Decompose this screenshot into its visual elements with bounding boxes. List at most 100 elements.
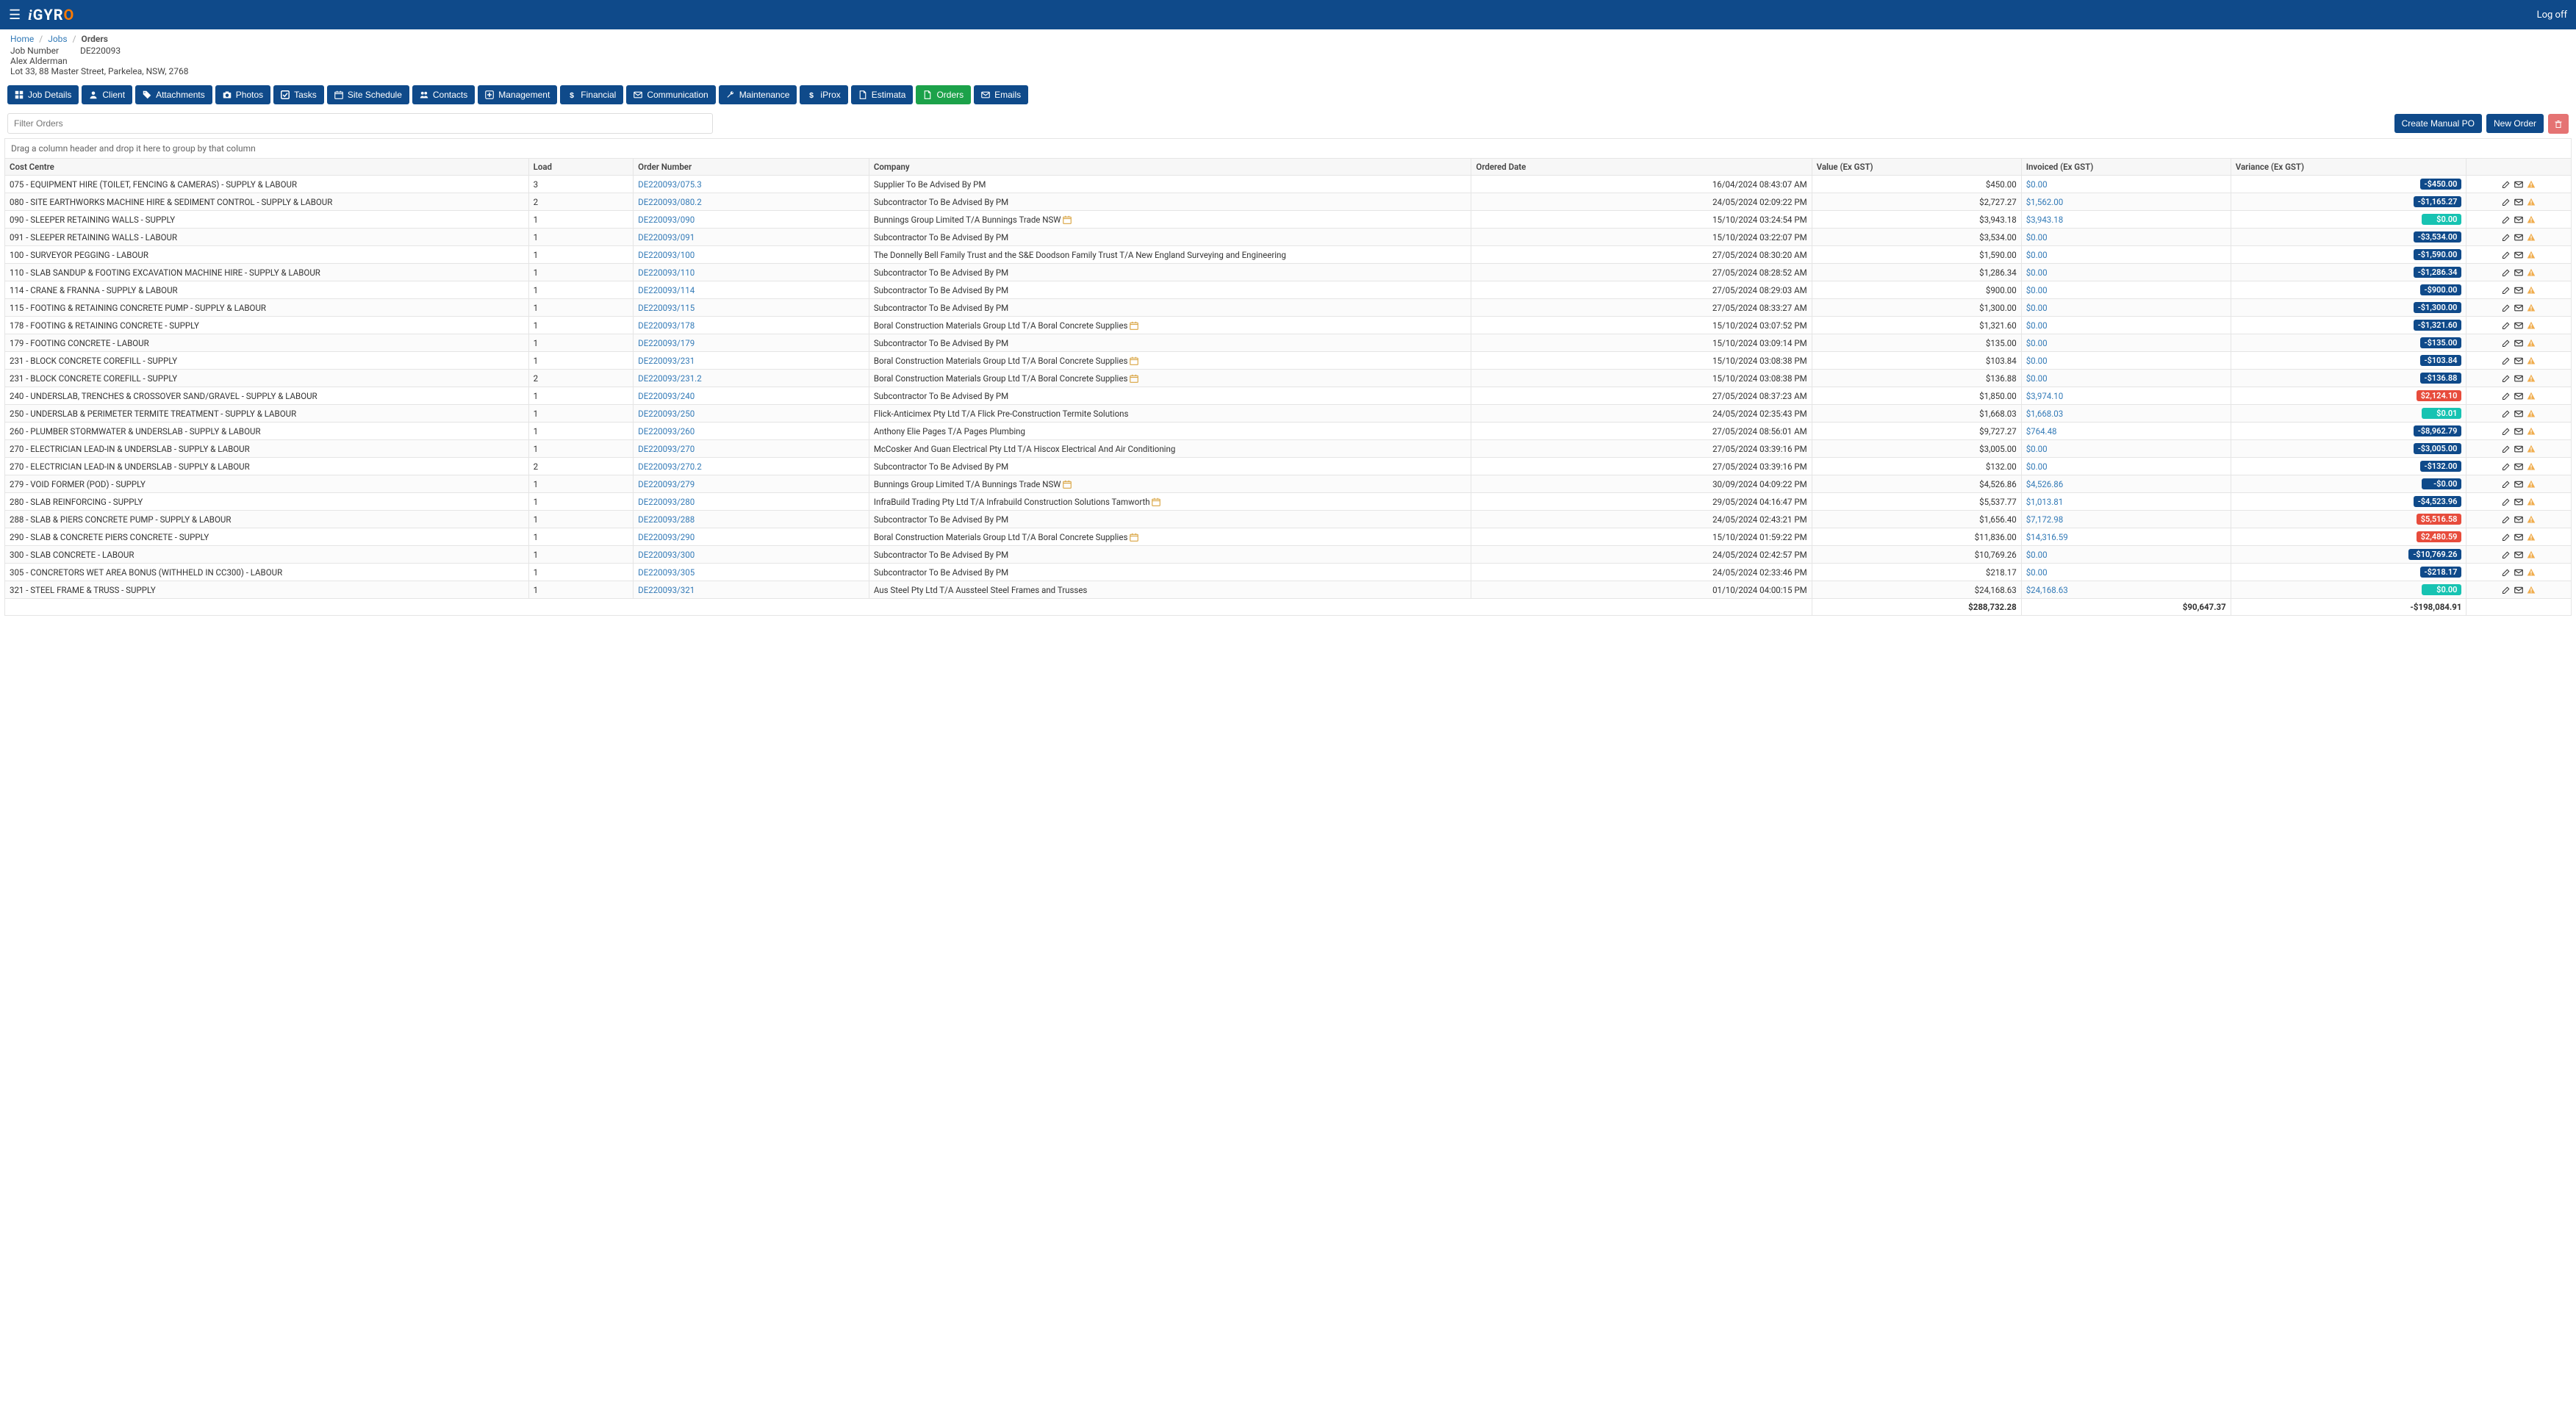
mail-icon[interactable] xyxy=(2514,179,2524,190)
invoiced-link[interactable]: $0.00 xyxy=(2026,373,2048,384)
invoiced-link[interactable]: $0.00 xyxy=(2026,267,2048,278)
mail-icon[interactable] xyxy=(2514,479,2524,489)
invoiced-link[interactable]: $0.00 xyxy=(2026,232,2048,242)
mail-icon[interactable] xyxy=(2514,215,2524,225)
warning-icon[interactable] xyxy=(2526,285,2536,295)
edit-icon[interactable] xyxy=(2501,179,2511,190)
invoiced-link[interactable]: $24,168.63 xyxy=(2026,585,2068,595)
edit-icon[interactable] xyxy=(2501,320,2511,331)
mail-icon[interactable] xyxy=(2514,444,2524,454)
invoiced-link[interactable]: $0.00 xyxy=(2026,179,2048,190)
warning-icon[interactable] xyxy=(2526,320,2536,331)
mail-icon[interactable] xyxy=(2514,373,2524,384)
tab-communication[interactable]: Communication xyxy=(626,85,715,104)
invoiced-link[interactable]: $3,974.10 xyxy=(2026,391,2064,401)
mail-icon[interactable] xyxy=(2514,197,2524,207)
invoiced-link[interactable]: $0.00 xyxy=(2026,461,2048,472)
tab-orders[interactable]: Orders xyxy=(916,85,971,104)
mail-icon[interactable] xyxy=(2514,250,2524,260)
warning-icon[interactable] xyxy=(2526,550,2536,560)
warning-icon[interactable] xyxy=(2526,567,2536,578)
mail-icon[interactable] xyxy=(2514,409,2524,419)
edit-icon[interactable] xyxy=(2501,550,2511,560)
new-order-button[interactable]: New Order xyxy=(2486,114,2544,133)
edit-icon[interactable] xyxy=(2501,426,2511,436)
edit-icon[interactable] xyxy=(2501,250,2511,260)
order-number-link[interactable]: DE220093/300 xyxy=(638,550,695,560)
warning-icon[interactable] xyxy=(2526,197,2536,207)
mail-icon[interactable] xyxy=(2514,532,2524,542)
invoiced-link[interactable]: $1,668.03 xyxy=(2026,409,2064,419)
edit-icon[interactable] xyxy=(2501,285,2511,295)
edit-icon[interactable] xyxy=(2501,215,2511,225)
order-number-link[interactable]: DE220093/270.2 xyxy=(638,461,702,472)
delete-button[interactable] xyxy=(2548,114,2569,134)
order-number-link[interactable]: DE220093/179 xyxy=(638,338,695,348)
mail-icon[interactable] xyxy=(2514,585,2524,595)
order-number-link[interactable]: DE220093/279 xyxy=(638,479,695,489)
mail-icon[interactable] xyxy=(2514,497,2524,507)
edit-icon[interactable] xyxy=(2501,479,2511,489)
col-ordered-date[interactable]: Ordered Date xyxy=(1471,159,1812,176)
tab-site-schedule[interactable]: Site Schedule xyxy=(327,85,409,104)
warning-icon[interactable] xyxy=(2526,444,2536,454)
edit-icon[interactable] xyxy=(2501,373,2511,384)
mail-icon[interactable] xyxy=(2514,303,2524,313)
invoiced-link[interactable]: $1,013.81 xyxy=(2026,497,2064,507)
mail-icon[interactable] xyxy=(2514,267,2524,278)
edit-icon[interactable] xyxy=(2501,267,2511,278)
order-number-link[interactable]: DE220093/080.2 xyxy=(638,197,702,207)
warning-icon[interactable] xyxy=(2526,338,2536,348)
breadcrumb-home[interactable]: Home xyxy=(10,34,34,44)
order-number-link[interactable]: DE220093/091 xyxy=(638,232,695,242)
mail-icon[interactable] xyxy=(2514,514,2524,525)
mail-icon[interactable] xyxy=(2514,232,2524,242)
warning-icon[interactable] xyxy=(2526,426,2536,436)
tab-financial[interactable]: Financial xyxy=(560,85,623,104)
order-number-link[interactable]: DE220093/290 xyxy=(638,532,695,542)
edit-icon[interactable] xyxy=(2501,585,2511,595)
col-invoiced[interactable]: Invoiced (Ex GST) xyxy=(2021,159,2231,176)
order-number-link[interactable]: DE220093/231 xyxy=(638,356,695,366)
order-number-link[interactable]: DE220093/231.2 xyxy=(638,373,702,384)
order-number-link[interactable]: DE220093/250 xyxy=(638,409,695,419)
invoiced-link[interactable]: $0.00 xyxy=(2026,550,2048,560)
order-number-link[interactable]: DE220093/240 xyxy=(638,391,695,401)
mail-icon[interactable] xyxy=(2514,338,2524,348)
col-order-number[interactable]: Order Number xyxy=(634,159,869,176)
warning-icon[interactable] xyxy=(2526,391,2536,401)
col-load[interactable]: Load xyxy=(528,159,634,176)
logoff-link[interactable]: Log off xyxy=(2537,10,2567,21)
warning-icon[interactable] xyxy=(2526,179,2536,190)
edit-icon[interactable] xyxy=(2501,409,2511,419)
tab-estimata[interactable]: Estimata xyxy=(851,85,914,104)
warning-icon[interactable] xyxy=(2526,514,2536,525)
tab-job-details[interactable]: Job Details xyxy=(7,85,79,104)
col-company[interactable]: Company xyxy=(869,159,1471,176)
col-value[interactable]: Value (Ex GST) xyxy=(1812,159,2021,176)
order-number-link[interactable]: DE220093/100 xyxy=(638,250,695,260)
edit-icon[interactable] xyxy=(2501,444,2511,454)
warning-icon[interactable] xyxy=(2526,267,2536,278)
edit-icon[interactable] xyxy=(2501,356,2511,366)
invoiced-link[interactable]: $764.48 xyxy=(2026,426,2057,436)
invoiced-link[interactable]: $1,562.00 xyxy=(2026,197,2064,207)
tab-iprox[interactable]: iProx xyxy=(800,85,847,104)
edit-icon[interactable] xyxy=(2501,391,2511,401)
tab-contacts[interactable]: Contacts xyxy=(412,85,475,104)
order-number-link[interactable]: DE220093/305 xyxy=(638,567,695,578)
invoiced-link[interactable]: $0.00 xyxy=(2026,285,2048,295)
edit-icon[interactable] xyxy=(2501,338,2511,348)
order-number-link[interactable]: DE220093/260 xyxy=(638,426,695,436)
warning-icon[interactable] xyxy=(2526,497,2536,507)
invoiced-link[interactable]: $0.00 xyxy=(2026,567,2048,578)
warning-icon[interactable] xyxy=(2526,232,2536,242)
order-number-link[interactable]: DE220093/110 xyxy=(638,267,695,278)
order-number-link[interactable]: DE220093/114 xyxy=(638,285,695,295)
mail-icon[interactable] xyxy=(2514,391,2524,401)
warning-icon[interactable] xyxy=(2526,532,2536,542)
group-hint[interactable]: Drag a column header and drop it here to… xyxy=(4,138,2572,158)
order-number-link[interactable]: DE220093/270 xyxy=(638,444,695,454)
tab-emails[interactable]: Emails xyxy=(974,85,1028,104)
edit-icon[interactable] xyxy=(2501,514,2511,525)
